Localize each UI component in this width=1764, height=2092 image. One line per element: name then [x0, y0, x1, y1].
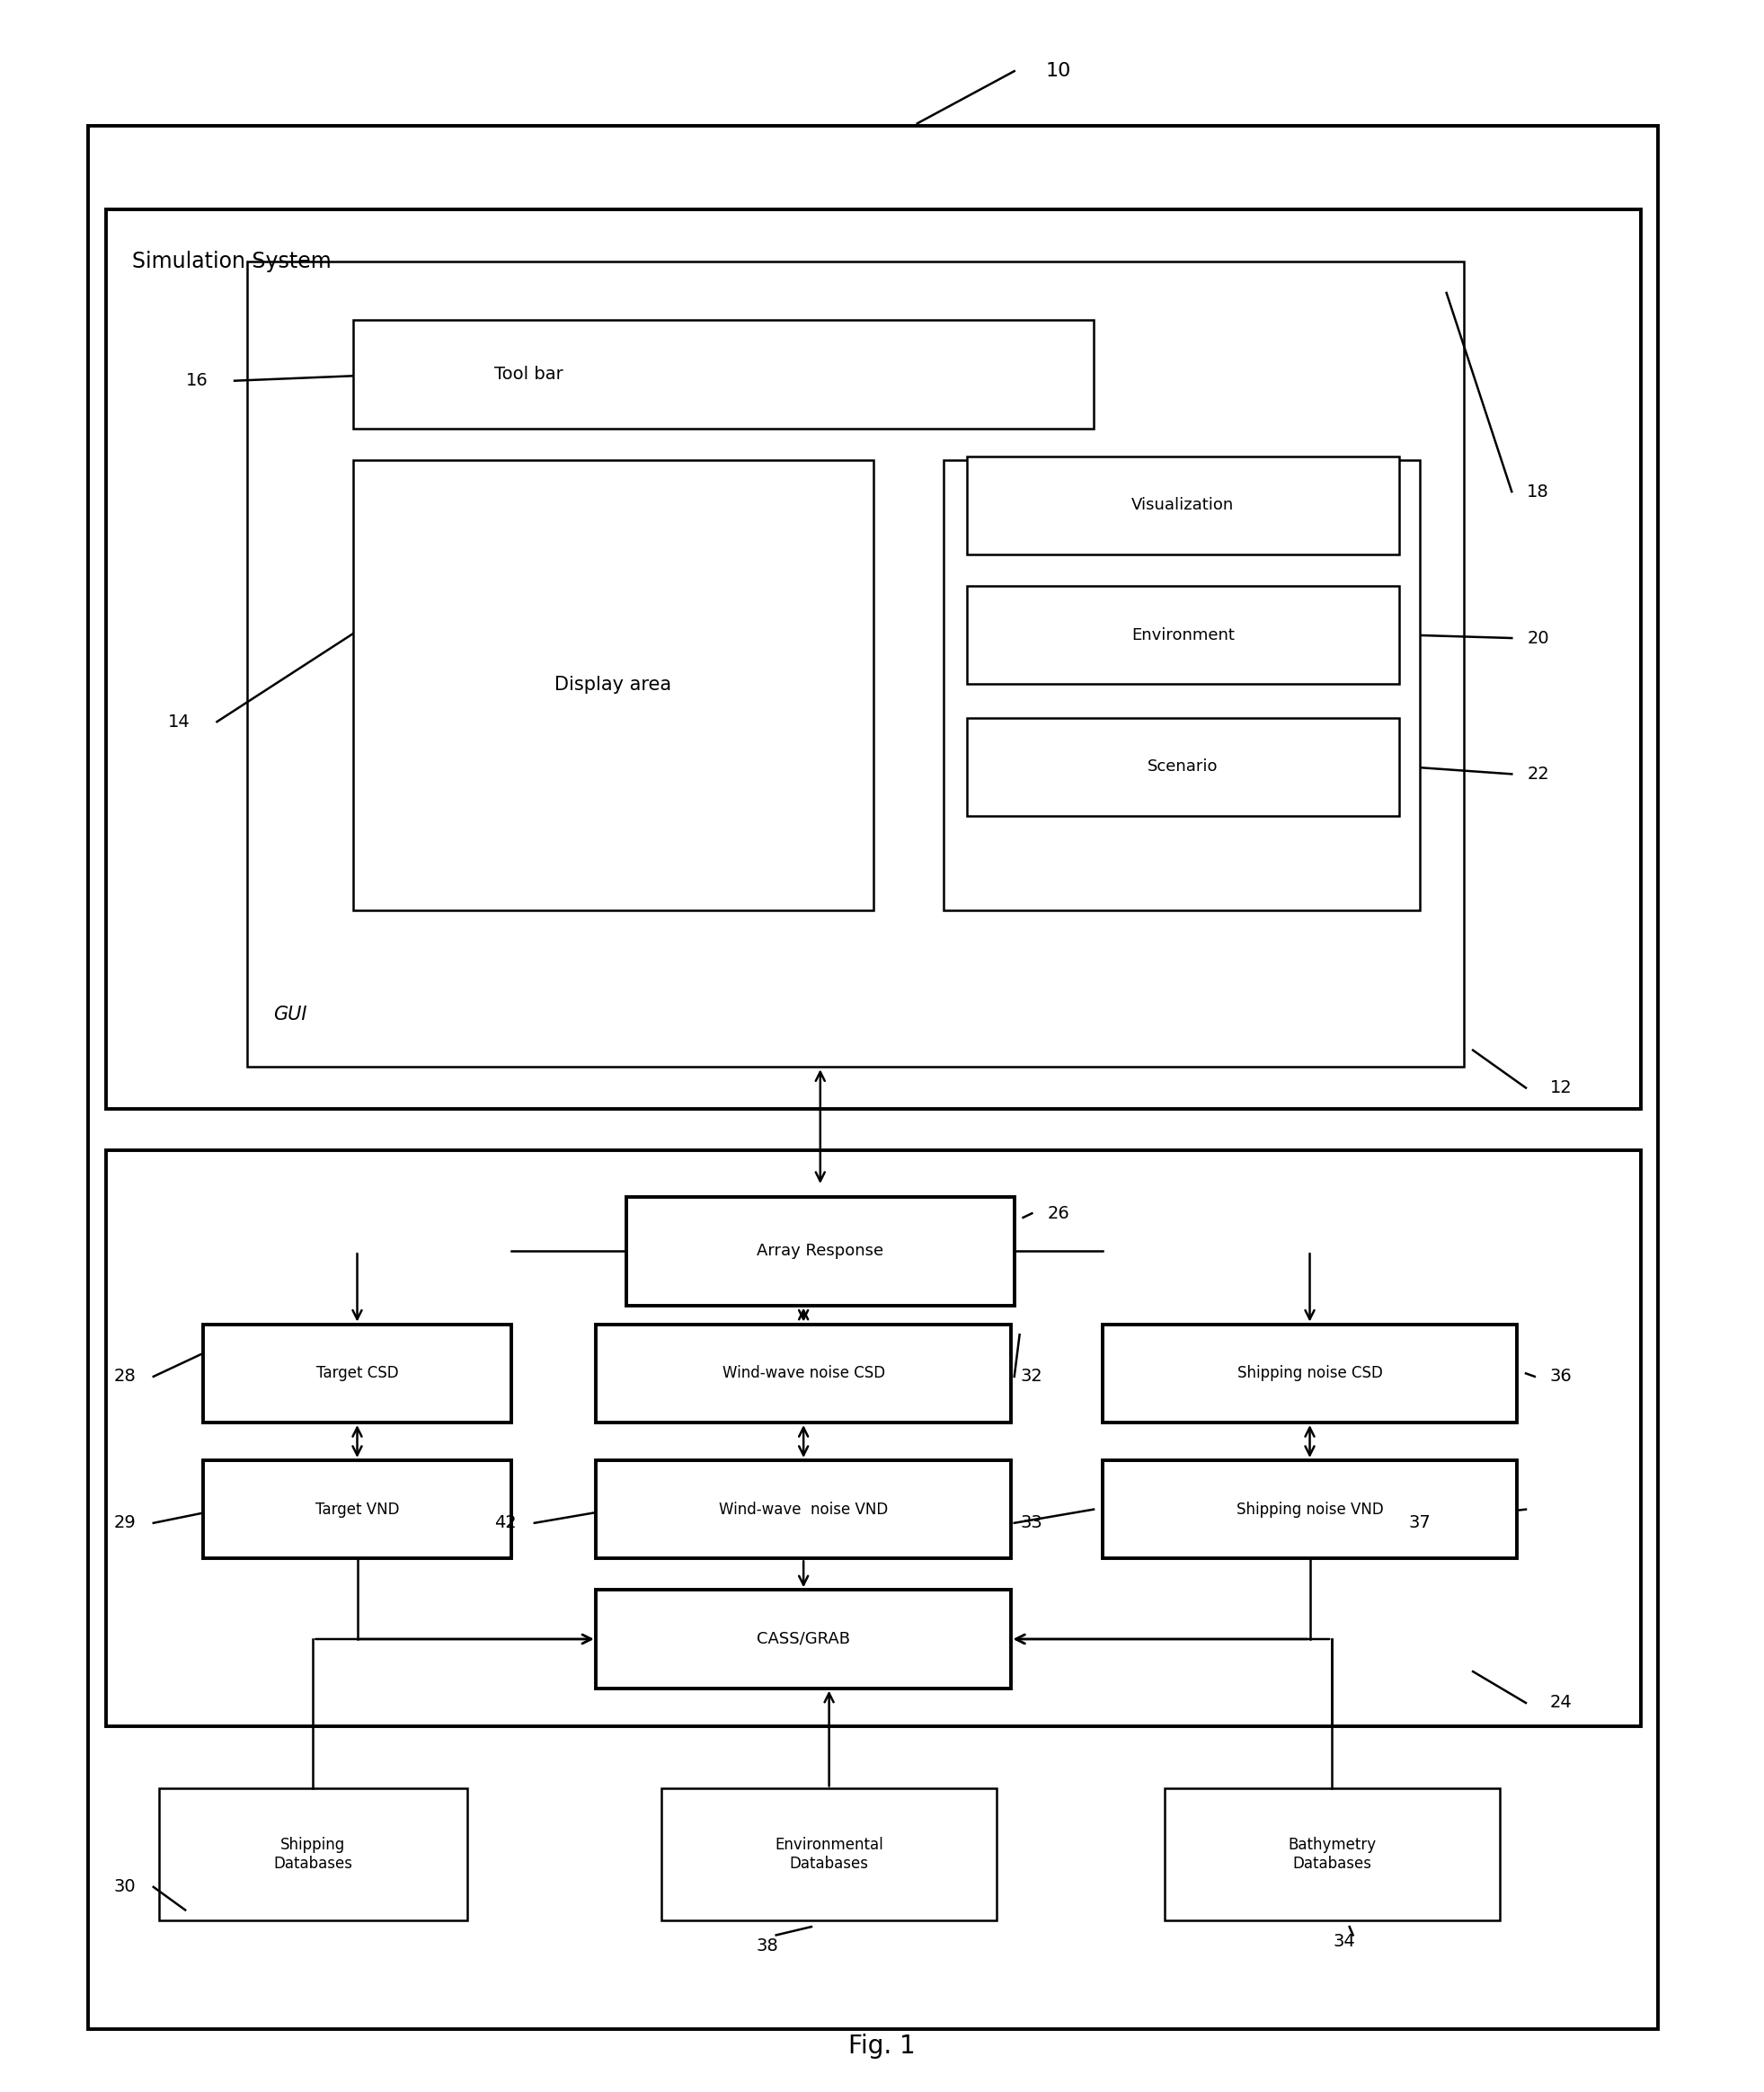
Bar: [203, 1460, 512, 1559]
Text: Shipping
Databases: Shipping Databases: [273, 1837, 353, 1872]
Bar: [247, 262, 1464, 1067]
Text: Simulation System: Simulation System: [132, 251, 332, 272]
Text: Wind-wave noise CSD: Wind-wave noise CSD: [721, 1366, 886, 1381]
Bar: [944, 460, 1420, 910]
Text: 33: 33: [1021, 1515, 1043, 1531]
Bar: [353, 320, 1094, 429]
Text: 24: 24: [1551, 1695, 1572, 1711]
Text: 29: 29: [113, 1515, 136, 1531]
Text: Visualization: Visualization: [1131, 498, 1235, 513]
Text: 10: 10: [1046, 63, 1071, 79]
Text: 37: 37: [1409, 1515, 1431, 1531]
Text: 16: 16: [185, 372, 208, 389]
Text: Scenario: Scenario: [1148, 759, 1217, 774]
Bar: [967, 586, 1399, 684]
Text: GUI: GUI: [273, 1006, 307, 1023]
Bar: [1102, 1460, 1517, 1559]
Bar: [596, 1460, 1011, 1559]
Text: 28: 28: [113, 1368, 136, 1385]
Bar: [159, 1789, 467, 1920]
Text: Bathymetry
Databases: Bathymetry Databases: [1288, 1837, 1376, 1872]
Bar: [353, 460, 873, 910]
Text: Target VND: Target VND: [316, 1502, 399, 1517]
Text: 12: 12: [1551, 1079, 1572, 1096]
Text: Fig. 1: Fig. 1: [848, 2033, 916, 2059]
Text: 34: 34: [1334, 1933, 1355, 1950]
Bar: [203, 1324, 512, 1423]
Text: 30: 30: [113, 1879, 136, 1895]
Bar: [626, 1197, 1014, 1305]
Bar: [662, 1789, 997, 1920]
Text: Shipping noise CSD: Shipping noise CSD: [1237, 1366, 1383, 1381]
Text: 26: 26: [1048, 1205, 1069, 1222]
Text: 42: 42: [494, 1515, 517, 1531]
Text: 32: 32: [1021, 1368, 1043, 1385]
Bar: [106, 209, 1641, 1109]
Text: Shipping noise VND: Shipping noise VND: [1237, 1502, 1383, 1517]
Bar: [1102, 1324, 1517, 1423]
Text: 36: 36: [1551, 1368, 1572, 1385]
Bar: [88, 126, 1658, 2029]
Text: CASS/GRAB: CASS/GRAB: [757, 1632, 850, 1646]
Text: Environmental
Databases: Environmental Databases: [774, 1837, 884, 1872]
Text: 20: 20: [1528, 630, 1549, 646]
Text: 22: 22: [1528, 766, 1549, 782]
Text: Environment: Environment: [1131, 628, 1235, 642]
Bar: [596, 1324, 1011, 1423]
Text: Wind-wave  noise VND: Wind-wave noise VND: [720, 1502, 887, 1517]
Text: Tool bar: Tool bar: [494, 366, 563, 383]
Bar: [596, 1590, 1011, 1688]
Text: 18: 18: [1528, 483, 1549, 500]
Text: Display area: Display area: [554, 676, 672, 695]
Text: Target CSD: Target CSD: [316, 1366, 399, 1381]
Bar: [967, 718, 1399, 816]
Text: 38: 38: [757, 1937, 778, 1954]
Text: Array Response: Array Response: [757, 1243, 884, 1259]
Bar: [967, 456, 1399, 554]
Bar: [1164, 1789, 1499, 1920]
Text: 14: 14: [168, 713, 191, 730]
Bar: [106, 1151, 1641, 1726]
